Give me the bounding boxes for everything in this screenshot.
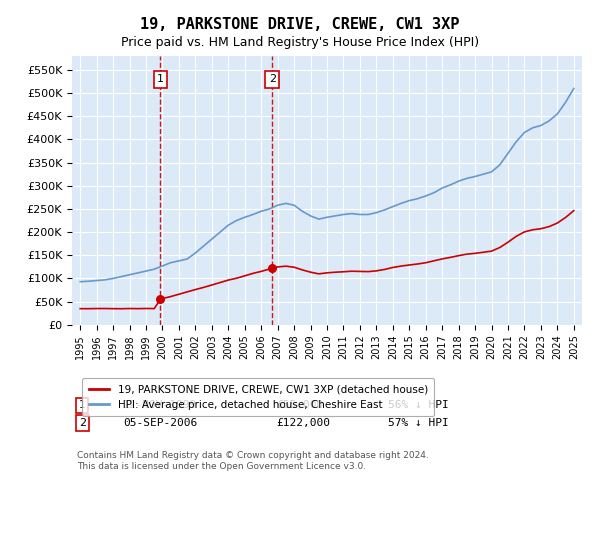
Text: £122,000: £122,000	[276, 418, 330, 428]
Text: 1: 1	[79, 400, 86, 410]
Point	[268, 264, 277, 273]
Text: £55,000: £55,000	[276, 400, 323, 410]
Text: 57% ↓ HPI: 57% ↓ HPI	[388, 418, 449, 428]
Text: 56% ↓ HPI: 56% ↓ HPI	[388, 400, 449, 410]
Text: 2: 2	[269, 74, 276, 84]
Text: 19, PARKSTONE DRIVE, CREWE, CW1 3XP: 19, PARKSTONE DRIVE, CREWE, CW1 3XP	[140, 17, 460, 32]
Legend: 19, PARKSTONE DRIVE, CREWE, CW1 3XP (detached house), HPI: Average price, detach: 19, PARKSTONE DRIVE, CREWE, CW1 3XP (det…	[82, 379, 434, 416]
Text: 1: 1	[157, 74, 164, 84]
Text: 12-NOV-1999: 12-NOV-1999	[123, 400, 197, 410]
Point	[155, 295, 165, 304]
Text: 05-SEP-2006: 05-SEP-2006	[123, 418, 197, 428]
Text: Contains HM Land Registry data © Crown copyright and database right 2024.
This d: Contains HM Land Registry data © Crown c…	[77, 451, 429, 470]
Text: Price paid vs. HM Land Registry's House Price Index (HPI): Price paid vs. HM Land Registry's House …	[121, 36, 479, 49]
Text: 2: 2	[79, 418, 86, 428]
